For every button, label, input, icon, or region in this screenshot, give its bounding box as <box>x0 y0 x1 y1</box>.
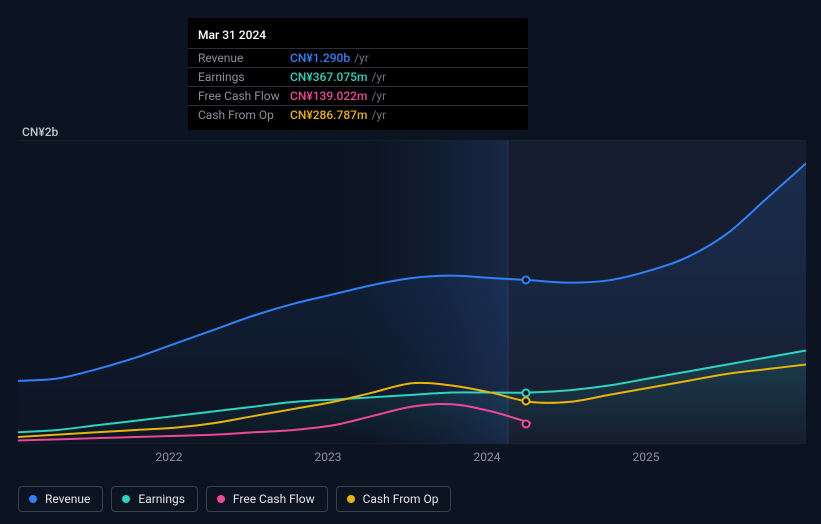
tooltip-row-value: CN¥367.075m <box>290 70 367 84</box>
tooltip-row-unit: /yr <box>371 70 386 84</box>
tooltip-row-label: Earnings <box>198 70 290 84</box>
chart-plot-area[interactable] <box>18 140 806 444</box>
tooltip-row-label: Free Cash Flow <box>198 89 290 103</box>
series-marker-revenue <box>522 276 531 285</box>
tooltip-row-label: Revenue <box>198 51 290 65</box>
tooltip-row-value: CN¥286.787m <box>290 108 367 122</box>
x-axis-label: 2025 <box>633 450 660 464</box>
tooltip-row-label: Cash From Op <box>198 108 290 122</box>
legend-item-label: Free Cash Flow <box>233 492 315 506</box>
legend-item-label: Revenue <box>45 492 90 506</box>
chart-legend: Revenue Earnings Free Cash Flow Cash From O… <box>18 486 451 512</box>
tooltip-row-unit: /yr <box>354 51 369 65</box>
tooltip-row-unit: /yr <box>371 108 386 122</box>
tooltip-row-unit: /yr <box>371 89 386 103</box>
legend-dot-icon <box>217 495 225 503</box>
legend-item-label: Earnings <box>138 492 185 506</box>
legend-dot-icon <box>122 495 130 503</box>
tooltip-date: Mar 31 2024 <box>188 24 528 48</box>
x-axis-label: 2023 <box>315 450 342 464</box>
chart-tooltip: Mar 31 2024 RevenueCN¥1.290b/yrEarningsC… <box>188 18 528 130</box>
tooltip-row: EarningsCN¥367.075m/yr <box>188 67 528 86</box>
legend-dot-icon <box>29 495 37 503</box>
series-marker-fcf <box>522 420 531 429</box>
tooltip-row: RevenueCN¥1.290b/yr <box>188 48 528 67</box>
legend-item-revenue[interactable]: Revenue <box>18 486 103 512</box>
x-axis-label: 2022 <box>156 450 183 464</box>
legend-item-cash_from_op[interactable]: Cash From Op <box>336 486 452 512</box>
x-axis-label: 2024 <box>474 450 501 464</box>
tooltip-row: Free Cash FlowCN¥139.022m/yr <box>188 86 528 105</box>
financials-chart: Mar 31 2024 RevenueCN¥1.290b/yrEarningsC… <box>0 0 821 524</box>
series-marker-cash_from_op <box>522 396 531 405</box>
legend-item-label: Cash From Op <box>363 492 439 506</box>
tooltip-row-value: CN¥139.022m <box>290 89 367 103</box>
legend-item-fcf[interactable]: Free Cash Flow <box>206 486 328 512</box>
y-axis-label: CN¥2b <box>22 125 58 139</box>
legend-item-earnings[interactable]: Earnings <box>111 486 198 512</box>
tooltip-row-value: CN¥1.290b <box>290 51 350 65</box>
legend-dot-icon <box>347 495 355 503</box>
tooltip-row: Cash From OpCN¥286.787m/yr <box>188 105 528 124</box>
